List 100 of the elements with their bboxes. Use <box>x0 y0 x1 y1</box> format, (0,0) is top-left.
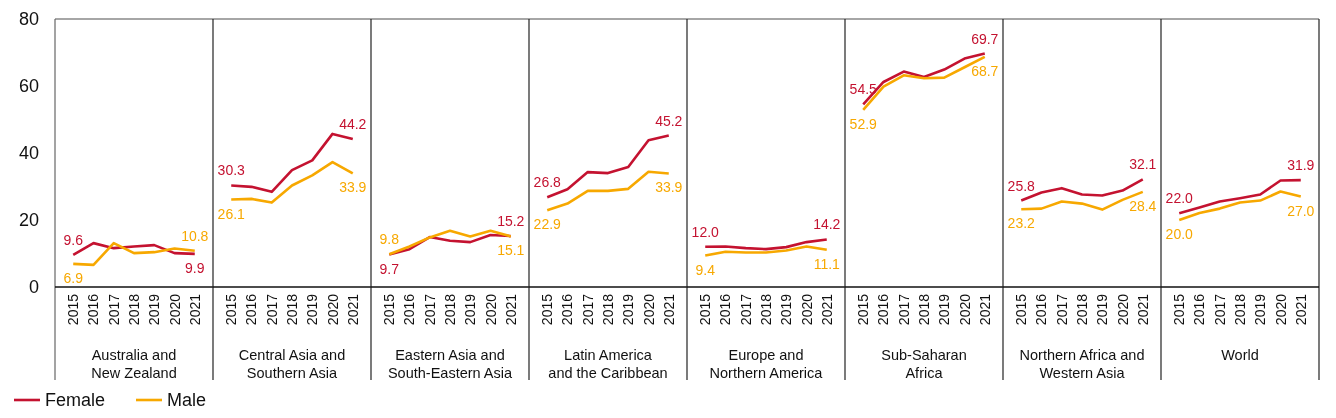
x-tick-label: 2019 <box>778 293 795 326</box>
x-tick-label: 2015 <box>697 293 714 326</box>
x-tick-label: 2019 <box>620 293 637 326</box>
x-tick-label: 2020 <box>1272 293 1289 326</box>
x-tick-label: 2015 <box>65 293 82 326</box>
data-label: 33.9 <box>339 179 367 196</box>
data-label: 22.0 <box>1165 190 1194 207</box>
data-label: 9.6 <box>63 231 84 248</box>
x-tick-label: 2017 <box>895 293 912 326</box>
data-label: 9.8 <box>379 231 400 248</box>
x-tick-label: 2018 <box>758 293 774 326</box>
x-tick-label: 2019 <box>146 293 163 326</box>
data-label: 26.8 <box>533 174 562 191</box>
x-tick-label: 2016 <box>401 293 418 326</box>
data-label: 26.1 <box>217 205 246 222</box>
x-tick-label: 2021 <box>1134 293 1151 326</box>
y-tick-label: 40 <box>18 143 39 163</box>
y-tick-label: 80 <box>18 9 39 29</box>
x-tick-label: 2016 <box>875 293 892 326</box>
data-label: 9.7 <box>379 260 400 277</box>
x-tick-label: 2018 <box>442 293 458 326</box>
x-tick-label: 2015 <box>223 293 240 326</box>
x-tick-label: 2018 <box>126 293 142 326</box>
x-tick-label: 2017 <box>1211 293 1228 326</box>
data-label: 9.4 <box>695 261 716 278</box>
x-tick-label: 2017 <box>421 293 438 326</box>
data-label: 32.1 <box>1129 156 1157 173</box>
x-tick-label: 2018 <box>1232 293 1248 326</box>
data-label: 12.0 <box>691 223 720 240</box>
x-tick-label: 2019 <box>1094 293 1111 326</box>
x-tick-label: 2017 <box>1053 293 1070 326</box>
x-tick-label: 2018 <box>600 293 616 326</box>
data-label: 14.2 <box>813 216 841 233</box>
x-tick-label: 2020 <box>798 293 815 326</box>
x-axis-title: World <box>1221 347 1259 363</box>
x-tick-label: 2020 <box>1114 293 1131 326</box>
x-tick-label: 2020 <box>482 293 499 326</box>
x-tick-label: 2019 <box>304 293 321 326</box>
data-label: 45.2 <box>655 112 683 129</box>
data-label: 15.2 <box>497 213 525 230</box>
data-label: 44.2 <box>339 115 367 132</box>
x-tick-label: 2017 <box>263 293 280 326</box>
data-label: 25.8 <box>1007 177 1036 194</box>
x-tick-label: 2021 <box>502 293 519 326</box>
data-label: 33.9 <box>655 179 683 196</box>
x-tick-label: 2015 <box>381 293 398 326</box>
data-label: 9.9 <box>185 259 205 276</box>
data-label: 15.1 <box>497 242 525 259</box>
x-tick-label: 2019 <box>1252 293 1269 326</box>
data-label: 20.0 <box>1165 226 1194 242</box>
y-tick-label: 60 <box>18 76 39 96</box>
x-tick-label: 2017 <box>579 293 596 326</box>
data-label: 27.0 <box>1287 202 1315 219</box>
x-axis-title: Australia and New Zealand <box>91 347 177 381</box>
x-axis-title: Latin America and the Caribbean <box>548 347 668 381</box>
x-tick-label: 2021 <box>818 293 835 326</box>
x-tick-label: 2021 <box>186 293 203 326</box>
data-label: 52.9 <box>849 115 878 132</box>
x-tick-label: 2017 <box>105 293 122 326</box>
x-tick-label: 2021 <box>344 293 361 326</box>
x-tick-label: 2016 <box>1033 293 1050 326</box>
x-tick-label: 2016 <box>85 293 102 326</box>
x-tick-label: 2021 <box>976 293 993 326</box>
x-tick-label: 2015 <box>539 293 556 326</box>
x-tick-label: 2020 <box>324 293 341 326</box>
legend-label: Male <box>167 390 207 410</box>
x-tick-label: 2015 <box>1013 293 1030 326</box>
x-tick-label: 2018 <box>284 293 300 326</box>
x-tick-label: 2020 <box>956 293 973 326</box>
x-axis-title: Central Asia and Southern Asia <box>238 347 346 381</box>
data-label: 23.2 <box>1007 215 1036 232</box>
data-label: 11.1 <box>813 255 841 272</box>
data-label: 31.9 <box>1287 157 1315 174</box>
x-tick-label: 2016 <box>1191 293 1208 326</box>
data-label: 6.9 <box>63 269 84 286</box>
x-tick-label: 2015 <box>1171 293 1188 326</box>
x-tick-label: 2016 <box>559 293 576 326</box>
x-tick-label: 2021 <box>1292 293 1309 326</box>
data-label: 10.8 <box>181 227 209 244</box>
x-tick-label: 2016 <box>243 293 260 326</box>
x-tick-label: 2018 <box>916 293 932 326</box>
x-tick-label: 2021 <box>660 293 677 326</box>
x-tick-label: 2018 <box>1074 293 1090 326</box>
x-tick-label: 2019 <box>462 293 479 326</box>
x-tick-label: 2019 <box>936 293 953 326</box>
x-tick-label: 2015 <box>855 293 872 326</box>
legend-label: Female <box>45 390 106 410</box>
y-tick-label: 20 <box>18 210 39 230</box>
data-label: 68.7 <box>971 62 999 79</box>
x-tick-label: 2020 <box>640 293 657 326</box>
x-tick-label: 2016 <box>717 293 734 326</box>
data-label: 69.7 <box>971 30 999 47</box>
data-label: 30.3 <box>217 162 246 179</box>
x-axis-title: Europe and Northern America <box>709 347 824 381</box>
y-tick-label: 0 <box>28 277 39 297</box>
x-tick-label: 2020 <box>166 293 183 326</box>
x-axis-title: Eastern Asia and South-Eastern Asia <box>387 347 513 381</box>
x-tick-label: 2017 <box>737 293 754 326</box>
data-label: 28.4 <box>1129 197 1157 214</box>
x-axis-title: Sub-Saharan Africa <box>881 347 967 381</box>
